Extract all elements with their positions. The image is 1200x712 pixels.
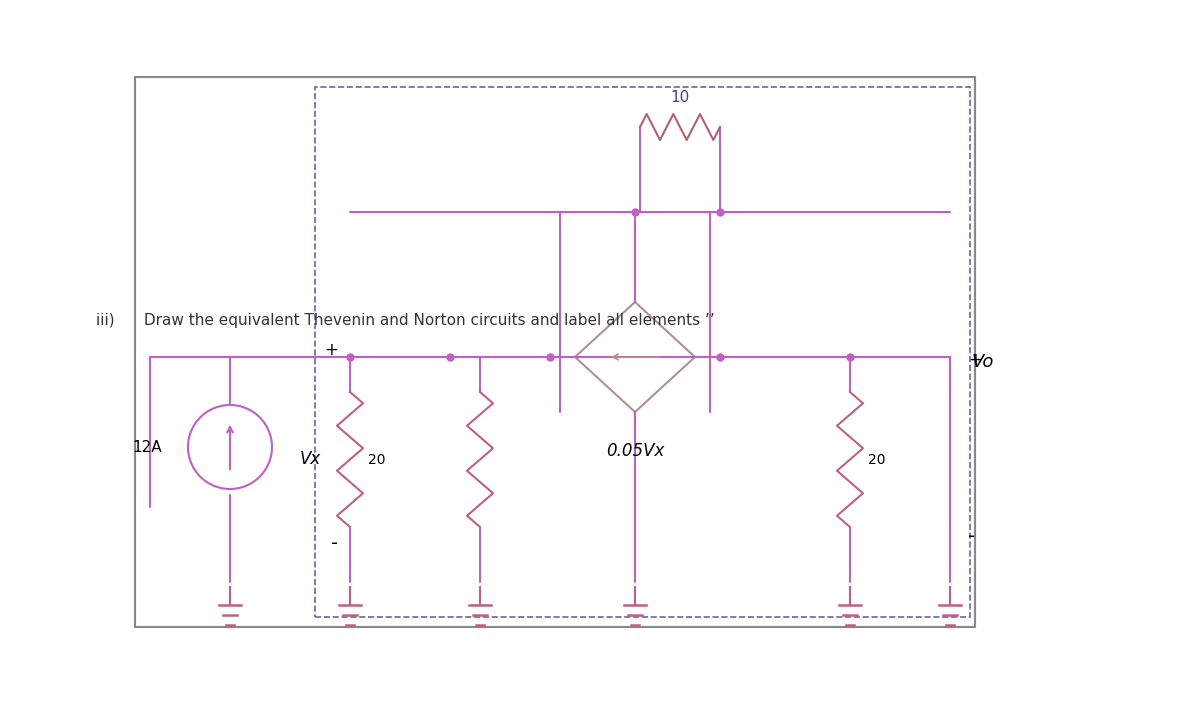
Text: iii)      Draw the equivalent Thevenin and Norton circuits and label all element: iii) Draw the equivalent Thevenin and No… bbox=[96, 313, 715, 328]
Text: 10: 10 bbox=[671, 90, 690, 105]
Text: Vx: Vx bbox=[299, 451, 320, 468]
Text: 0.05Vx: 0.05Vx bbox=[606, 442, 664, 460]
Text: -: - bbox=[331, 534, 338, 553]
Text: 12A: 12A bbox=[132, 439, 162, 454]
Text: +: + bbox=[324, 341, 338, 359]
Text: 20: 20 bbox=[368, 453, 385, 466]
Text: -: - bbox=[968, 527, 976, 546]
Text: 20: 20 bbox=[868, 453, 886, 466]
Text: Vo: Vo bbox=[972, 353, 995, 371]
Text: +: + bbox=[968, 351, 982, 369]
